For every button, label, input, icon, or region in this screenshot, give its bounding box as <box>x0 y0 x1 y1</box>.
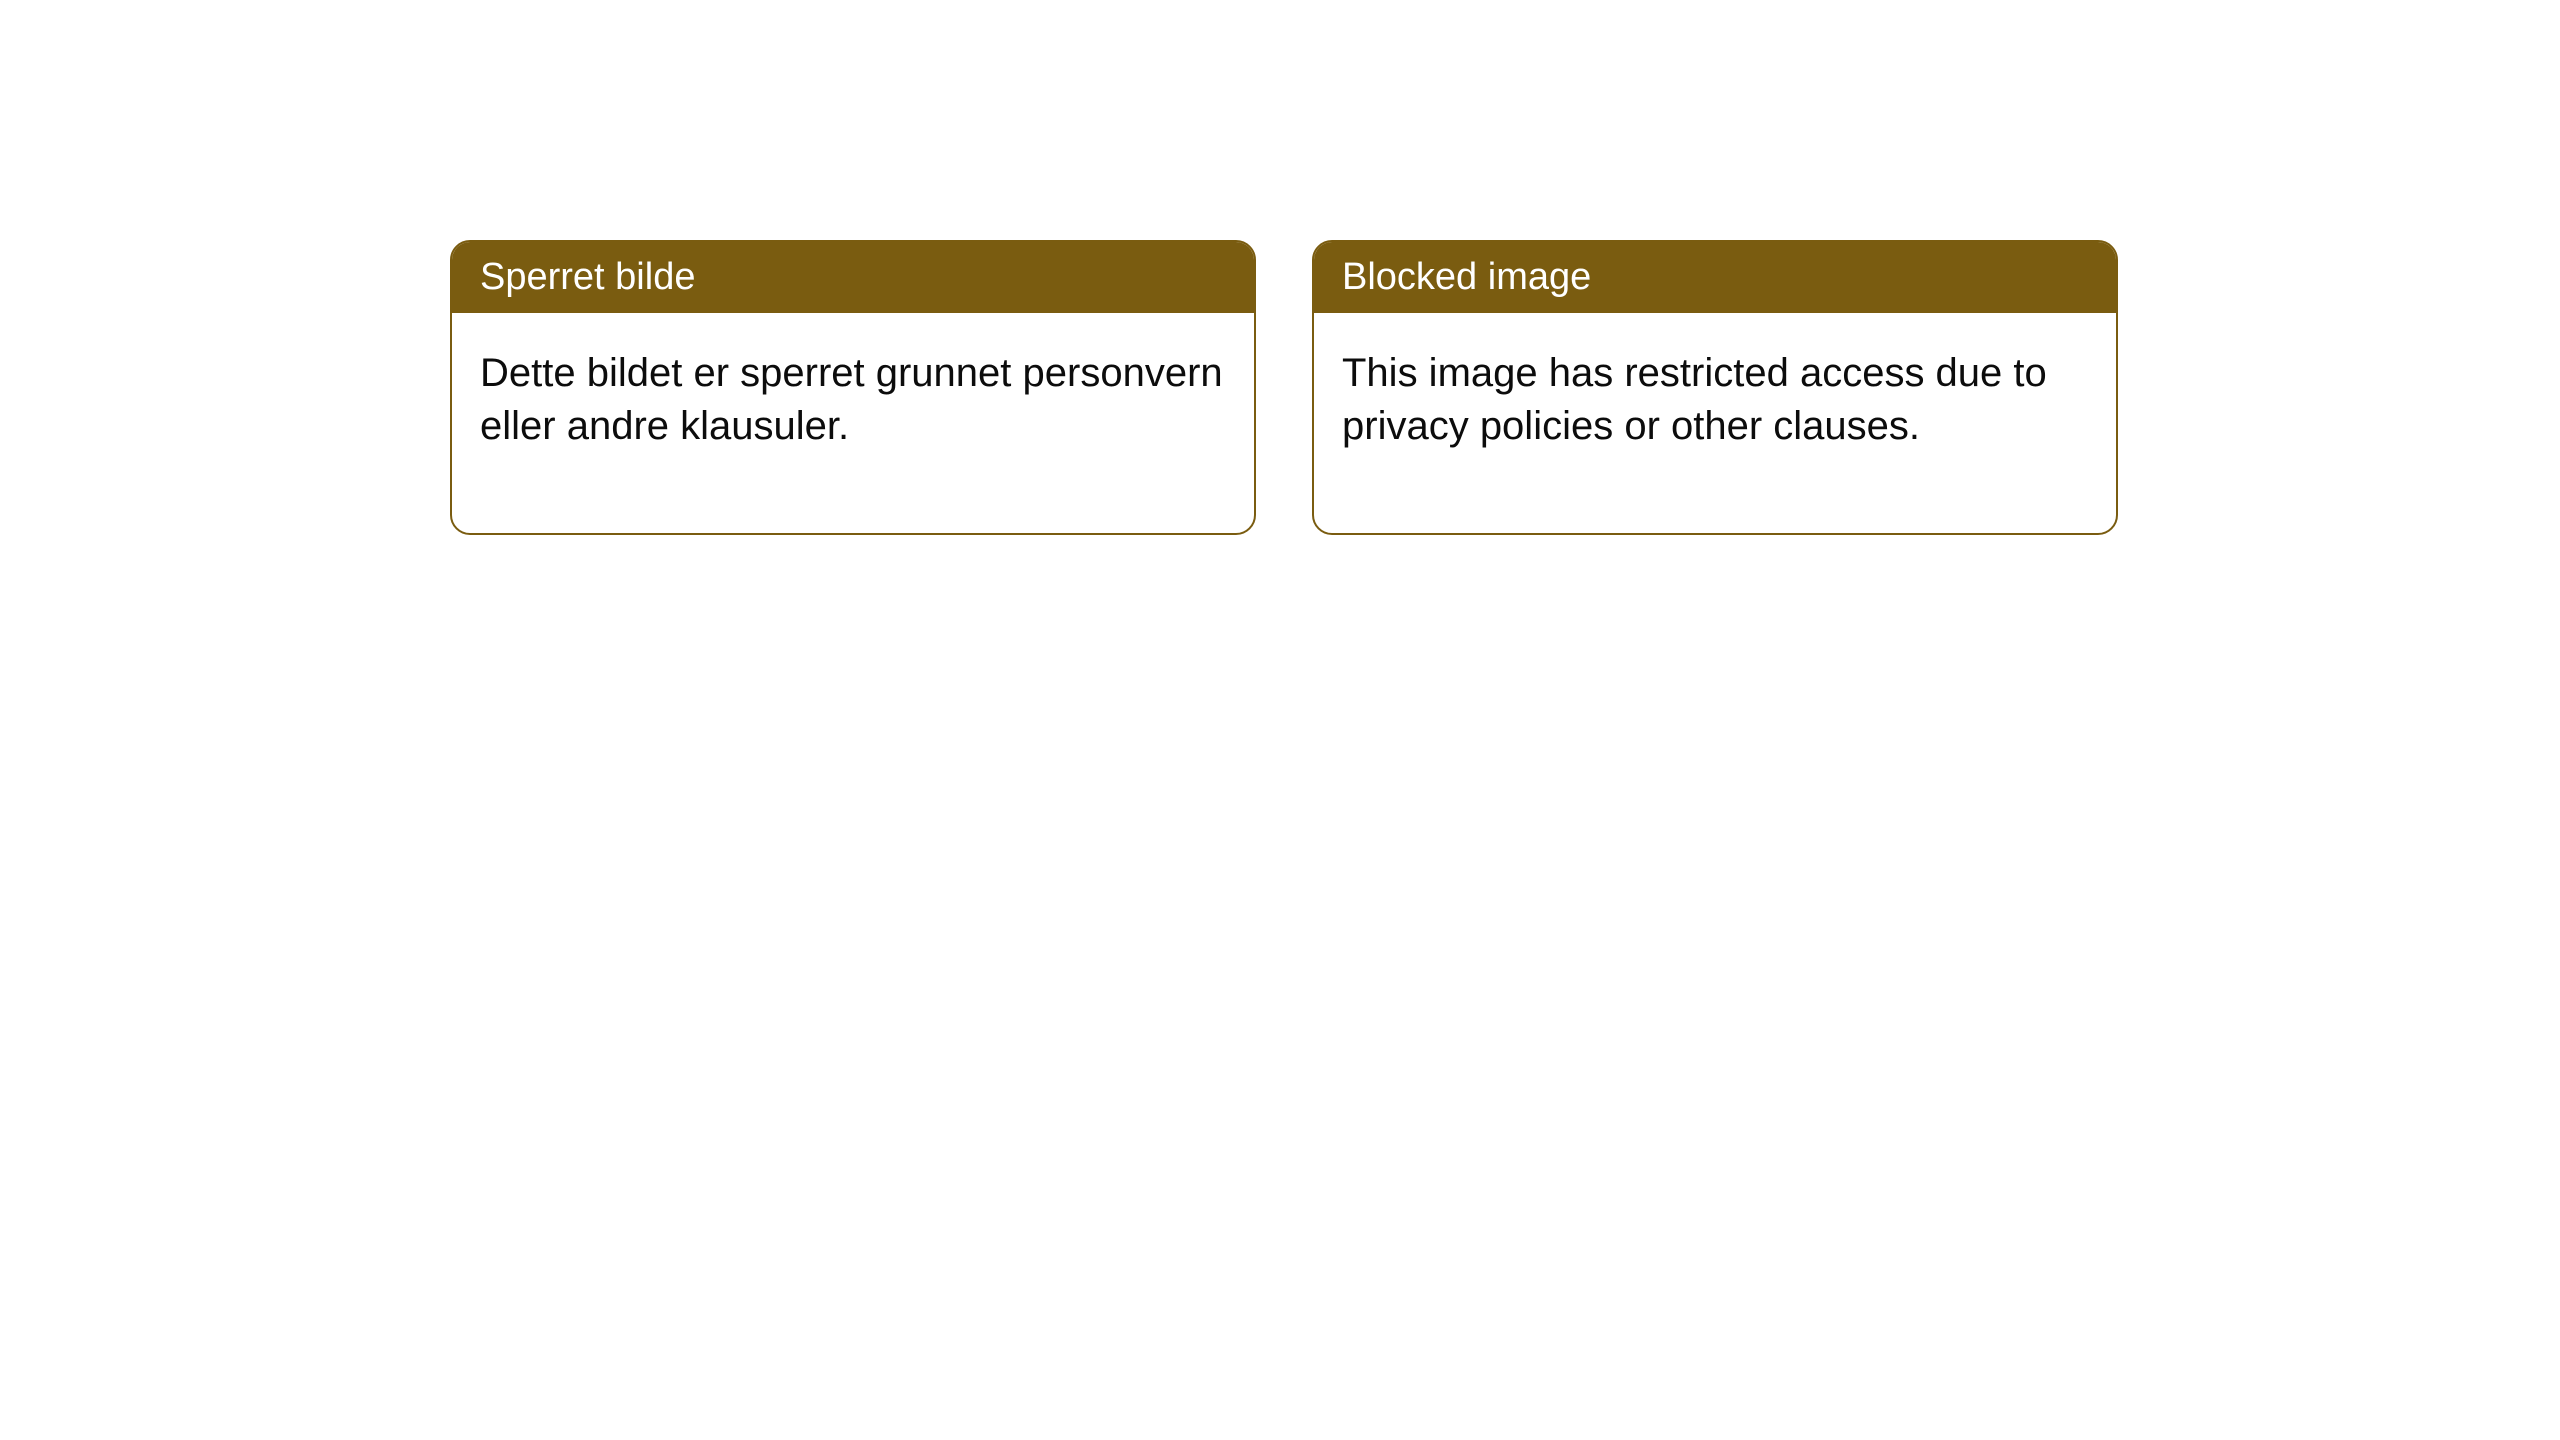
notice-card-norwegian: Sperret bilde Dette bildet er sperret gr… <box>450 240 1256 535</box>
notice-container: Sperret bilde Dette bildet er sperret gr… <box>450 240 2118 535</box>
notice-card-body: This image has restricted access due to … <box>1314 313 2116 533</box>
notice-card-header: Sperret bilde <box>452 242 1254 313</box>
notice-card-body: Dette bildet er sperret grunnet personve… <box>452 313 1254 533</box>
notice-card-header: Blocked image <box>1314 242 2116 313</box>
notice-title: Blocked image <box>1342 256 1591 298</box>
notice-body-text: This image has restricted access due to … <box>1342 351 2047 448</box>
notice-title: Sperret bilde <box>480 256 695 298</box>
notice-body-text: Dette bildet er sperret grunnet personve… <box>480 351 1223 448</box>
notice-card-english: Blocked image This image has restricted … <box>1312 240 2118 535</box>
